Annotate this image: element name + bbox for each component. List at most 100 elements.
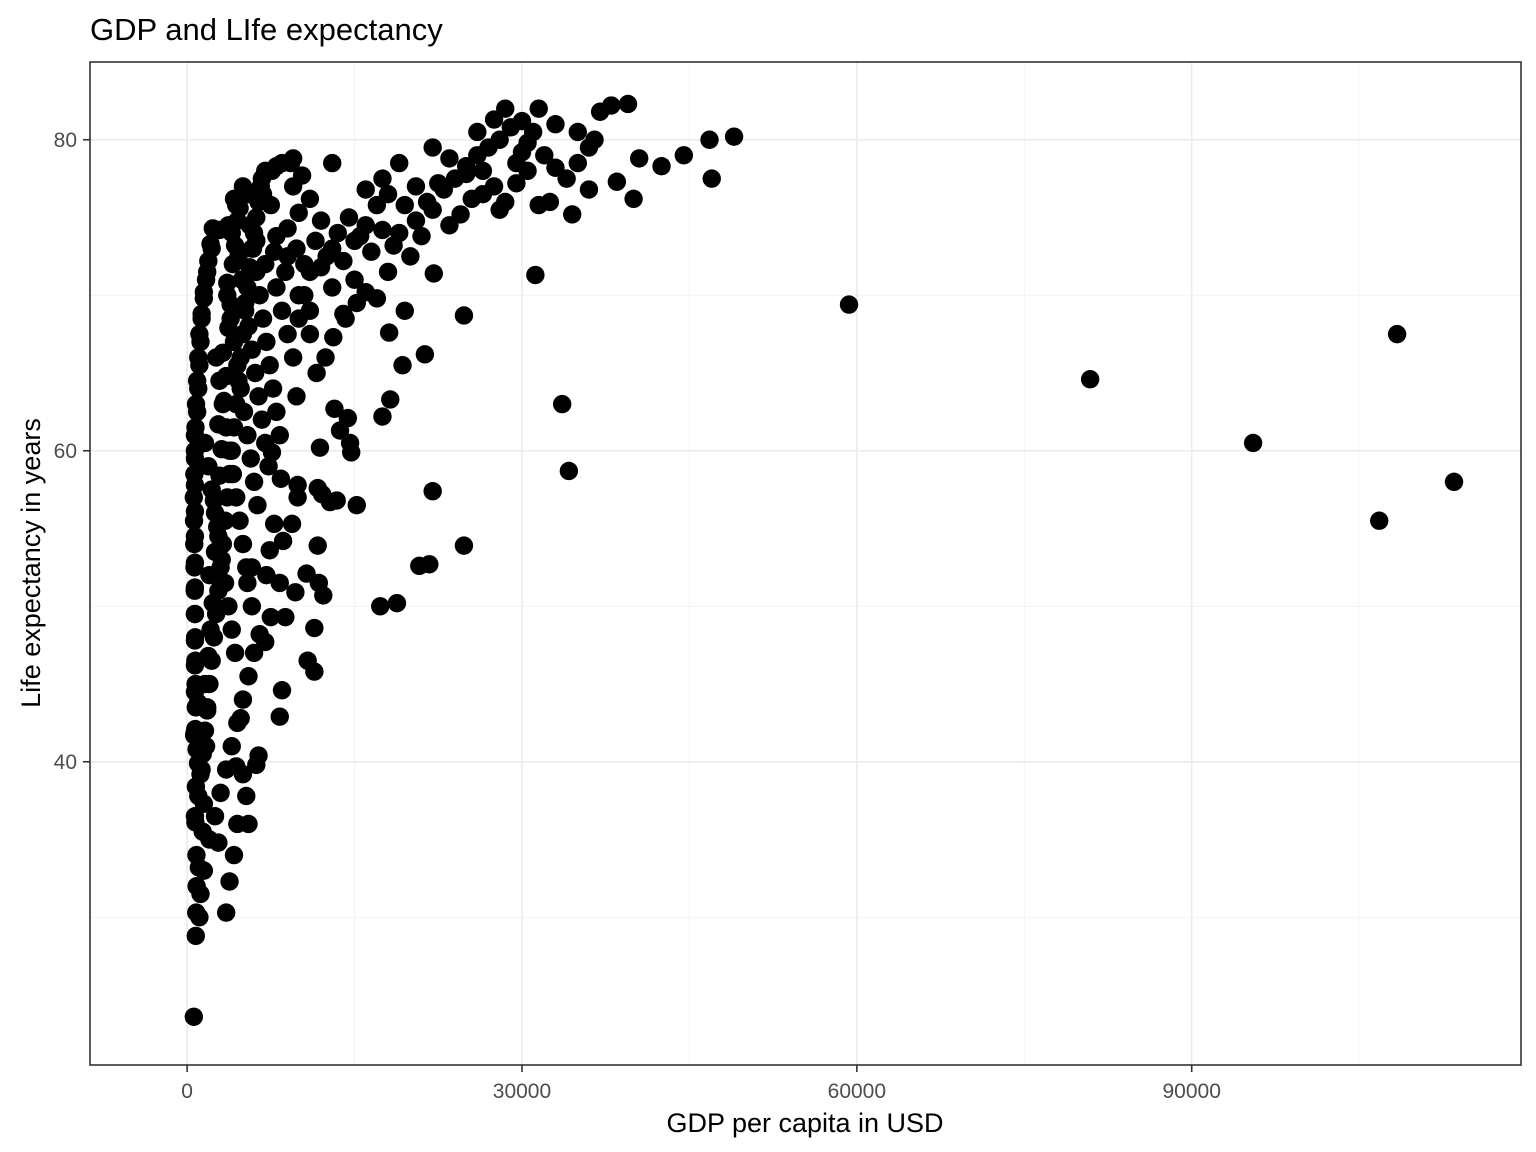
data-point (473, 161, 493, 181)
data-point (237, 558, 256, 577)
data-point (260, 356, 279, 375)
data-point (454, 306, 474, 325)
data-point (305, 618, 324, 638)
data-point (215, 573, 235, 593)
data-point (306, 231, 325, 251)
data-point (220, 441, 239, 460)
data-point (401, 247, 420, 266)
data-point (213, 394, 233, 414)
data-point (198, 262, 217, 282)
data-point (347, 495, 366, 515)
data-point (227, 488, 246, 507)
data-point (253, 309, 273, 328)
data-point (454, 536, 474, 555)
data-point (350, 226, 370, 246)
data-point (235, 293, 255, 313)
data-point (239, 667, 258, 686)
data-point (393, 356, 412, 375)
data-point (194, 861, 214, 880)
data-point (557, 169, 576, 188)
data-point (211, 783, 230, 803)
data-point (325, 399, 344, 418)
data-point (216, 418, 236, 437)
data-point (191, 765, 210, 784)
data-point (273, 531, 293, 551)
data-point (246, 363, 265, 383)
data-point (484, 110, 504, 129)
data-point (259, 457, 278, 476)
data-point (324, 328, 343, 347)
data-point (202, 480, 221, 499)
data-point (243, 239, 263, 258)
data-point (278, 324, 297, 344)
x-axis-title: GDP per capita in USD (666, 1108, 943, 1138)
data-point (341, 443, 361, 462)
data-point (283, 348, 303, 367)
data-point (186, 926, 206, 946)
major-gridlines (90, 62, 1521, 1065)
data-point (308, 536, 327, 555)
data-point (185, 581, 204, 600)
data-point (535, 146, 554, 165)
data-point (205, 503, 225, 523)
data-point (233, 534, 253, 554)
data-point (300, 189, 320, 209)
data-point (187, 371, 207, 390)
data-point (624, 189, 643, 209)
data-point (451, 205, 470, 224)
data-point (253, 184, 273, 204)
data-point (189, 786, 208, 806)
data-point (216, 903, 236, 922)
data-point (231, 709, 250, 728)
data-point (192, 304, 211, 324)
data-point (252, 169, 272, 188)
data-point (317, 247, 336, 266)
data-point (579, 180, 599, 199)
x-axis-ticks: 0 30000 60000 90000 (181, 1065, 1221, 1103)
data-point (338, 408, 358, 428)
data-point (223, 464, 243, 484)
data-point (230, 511, 249, 530)
data-point (334, 251, 353, 271)
data-point (219, 597, 238, 616)
data-point (194, 282, 214, 302)
data-point (193, 744, 212, 764)
data-point (406, 211, 426, 230)
data-point (295, 286, 314, 305)
data-point (559, 461, 579, 481)
data-point (228, 356, 247, 375)
x-tick-label: 30000 (493, 1080, 551, 1103)
data-point (423, 138, 442, 157)
data-point (839, 295, 859, 314)
data-point (263, 379, 283, 398)
data-point (429, 174, 448, 193)
chart-title: GDP and LIfe expectancy (90, 12, 443, 47)
y-axis-ticks: 40 60 80 (54, 129, 90, 774)
data-point (261, 607, 281, 627)
data-point (282, 514, 302, 534)
data-point (190, 908, 209, 927)
data-point (373, 220, 392, 240)
y-axis-title: Life expectancy in years (16, 418, 46, 708)
data-point (184, 511, 204, 530)
data-point (307, 363, 326, 383)
data-point (468, 122, 487, 142)
data-point (529, 99, 548, 118)
data-point (286, 583, 305, 602)
data-point (224, 845, 244, 865)
data-point (204, 628, 224, 647)
data-point (1243, 433, 1263, 453)
x-tick-label: 0 (181, 1080, 193, 1103)
data-point (256, 433, 275, 453)
data-point (195, 721, 215, 740)
data-point (412, 226, 431, 246)
data-point (240, 216, 259, 235)
data-point (250, 625, 269, 644)
data-point (387, 593, 407, 613)
data-point (310, 438, 330, 457)
data-point (231, 379, 250, 398)
data-point (238, 426, 257, 445)
data-point (272, 301, 292, 321)
data-point (507, 153, 526, 173)
